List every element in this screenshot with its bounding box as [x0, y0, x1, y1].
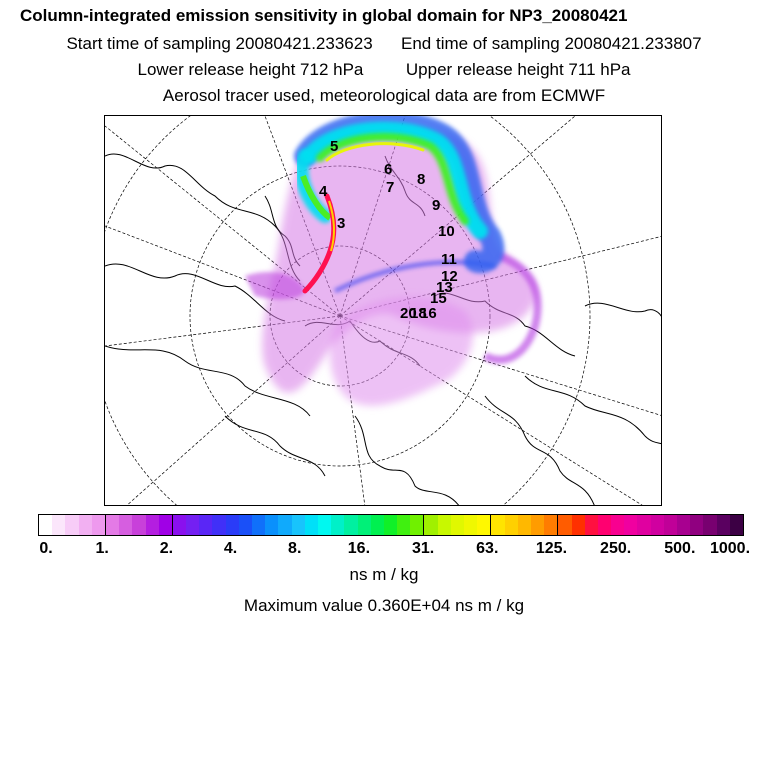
colorbar-cell — [265, 515, 279, 535]
track-label: 3 — [337, 215, 345, 232]
colorbar-cell — [39, 515, 53, 535]
upper-release-height: Upper release height 711 hPa — [405, 60, 631, 79]
colorbar-cell — [504, 515, 518, 535]
polar-map: 5 4 3 6 7 8 9 10 11 12 13 15 20 18 16 — [104, 115, 662, 506]
colorbar-cell — [584, 515, 598, 535]
colorbar-cell — [199, 515, 213, 535]
colorbar-cell — [491, 515, 505, 535]
map-svg: 5 4 3 6 7 8 9 10 11 12 13 15 20 18 16 — [105, 116, 661, 505]
colorbar-cell — [383, 515, 398, 535]
colorbar-tick-label: 1. — [95, 540, 109, 557]
track-label: 6 — [384, 161, 392, 178]
colorbar-cell — [252, 515, 266, 535]
colorbar-cell — [397, 515, 411, 535]
tracer-info: Aerosol tracer used, meteorological data… — [162, 86, 606, 105]
release-heights: Lower release height 712 hPa Upper relea… — [0, 60, 768, 80]
colorbar-tick-label: 500. — [664, 540, 696, 557]
colorbar-cell — [370, 515, 384, 535]
colorbar-cell — [530, 515, 545, 535]
colorbar-cell — [477, 515, 492, 535]
colorbar-tick-label: 63. — [476, 540, 499, 557]
colorbar-tick-label: 8. — [288, 540, 302, 557]
colorbar-cell — [703, 515, 717, 535]
track-label: 5 — [330, 138, 338, 155]
colorbar-cell — [105, 515, 120, 535]
colorbar-cell — [677, 515, 691, 535]
colorbar-cell — [663, 515, 677, 535]
colorbar-cell — [158, 515, 173, 535]
sampling-times: Start time of sampling 20080421.233623 E… — [0, 34, 768, 54]
track-label: 13 — [436, 279, 453, 296]
track-label: 20 — [400, 305, 417, 322]
colorbar-units: ns m / kg — [349, 565, 419, 584]
colorbar-ticks: 0. 1. 2. 4. 8. 16. 31. 63. 125. 250. 500. 1000. — [0, 540, 768, 560]
track-label: 15 — [430, 290, 447, 307]
track-label: 18 — [410, 305, 427, 322]
colorbar-cell — [331, 515, 345, 535]
colorbar-cell — [544, 515, 559, 535]
colorbar-cell — [597, 515, 612, 535]
colorbar-cell — [212, 515, 226, 535]
lower-release-height: Lower release height 712 hPa — [137, 60, 364, 79]
colorbar-cell — [65, 515, 79, 535]
colorbar-cell — [238, 515, 252, 535]
colorbar-tick-label: 4. — [223, 540, 238, 557]
colorbar-cell — [78, 515, 92, 535]
track-label: 12 — [441, 268, 458, 285]
colorbar-cell — [119, 515, 133, 535]
colorbar-cell — [132, 515, 146, 535]
colorbar-cell — [690, 515, 704, 535]
colorbar-cell — [186, 515, 200, 535]
colorbar-cell — [278, 515, 292, 535]
colorbar-cell — [716, 515, 730, 535]
colorbar-tick-label: 0. — [39, 540, 53, 557]
colorbar-cell — [729, 515, 743, 535]
colorbar-cell — [291, 515, 305, 535]
colorbar-cell — [357, 515, 371, 535]
track-label: 7 — [386, 179, 394, 196]
track-label: 9 — [432, 197, 440, 214]
track-label: 10 — [438, 223, 455, 240]
colorbar-tick-label: 16. — [347, 540, 371, 557]
colorbar-cell — [424, 515, 438, 535]
colorbar — [38, 514, 744, 536]
track-labels: 5 4 3 6 7 8 9 10 11 12 13 15 20 18 16 — [319, 138, 458, 322]
colorbar-cell — [437, 515, 451, 535]
colorbar-tick-label: 2. — [159, 540, 174, 557]
track-label: 16 — [420, 305, 437, 322]
end-time: End time of sampling 20080421.233807 — [401, 34, 702, 53]
colorbar-cell — [517, 515, 531, 535]
colorbar-cell — [52, 515, 66, 535]
colorbar-cell — [571, 515, 585, 535]
colorbar-cell — [225, 515, 239, 535]
colorbar-cell — [145, 515, 159, 535]
maximum-value: Maximum value 0.360E+04 ns m / kg — [243, 596, 525, 615]
colorbar-cell — [317, 515, 332, 535]
plume-core — [294, 116, 505, 294]
colorbar-tick-label: 1000. — [709, 540, 751, 557]
colorbar-cell — [464, 515, 478, 535]
colorbar-cell — [650, 515, 664, 535]
colorbar-cell — [344, 515, 358, 535]
colorbar-tick-label: 31. — [411, 540, 435, 557]
colorbar-cell — [450, 515, 464, 535]
colorbar-cell — [611, 515, 625, 535]
plot-title: Column-integrated emission sensitivity i… — [20, 6, 628, 25]
sensitivity-field — [245, 126, 542, 406]
track-label: 11 — [441, 251, 457, 268]
colorbar-cell — [304, 515, 318, 535]
colorbar-cell — [558, 515, 572, 535]
colorbar-cell — [172, 515, 187, 535]
colorbar-cell — [410, 515, 425, 535]
track-label: 8 — [417, 171, 425, 188]
colorbar-cell — [637, 515, 651, 535]
track-label: 4 — [319, 183, 328, 200]
colorbar-cell — [91, 515, 106, 535]
colorbar-cell — [624, 515, 638, 535]
start-time: Start time of sampling 20080421.233623 — [66, 34, 373, 53]
colorbar-tick-label: 250. — [600, 540, 632, 557]
colorbar-tick-label: 125. — [535, 540, 568, 557]
